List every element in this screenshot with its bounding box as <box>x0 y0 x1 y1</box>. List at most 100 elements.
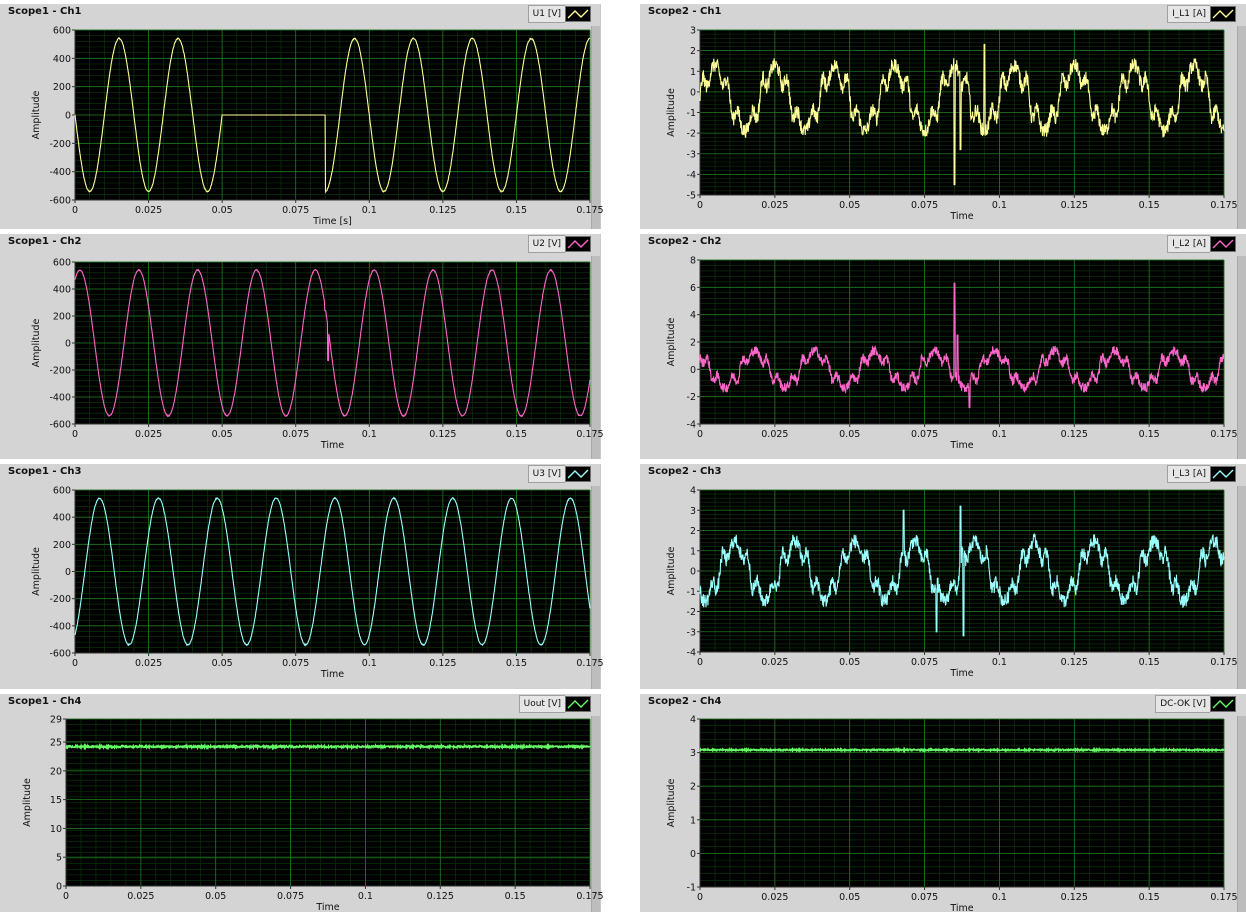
y-tick-label: 3 <box>690 26 696 37</box>
x-tick-label: 0.025 <box>135 205 162 216</box>
y-tick-label: 0 <box>690 87 696 98</box>
x-tick-label: 0.1 <box>362 205 377 216</box>
y-tick-label: 20 <box>50 766 62 777</box>
x-tick-label: 0.1 <box>362 429 377 440</box>
y-tick-label: 0 <box>690 567 696 578</box>
x-tick-label: 0.15 <box>1139 200 1160 211</box>
scope-chart: 0 0.025 0.05 0.075 0.1 0.125 0.15 0.17543210-1-… <box>640 464 1246 689</box>
y-tick-label: 2 <box>690 46 696 57</box>
x-tick-label: 0 <box>63 891 69 902</box>
y-tick-label: 0 <box>690 365 696 376</box>
x-tick-label: 0.175 <box>576 429 603 440</box>
x-tick-label: 0.125 <box>429 205 456 216</box>
x-tick-label: 0.125 <box>429 658 456 669</box>
y-tick-label: 2 <box>690 782 696 793</box>
x-axis-title: Time <box>315 902 339 912</box>
x-tick-label: 0.075 <box>282 205 309 216</box>
x-axis-title: Time [s] <box>312 216 352 227</box>
y-tick-label: 400 <box>53 54 71 65</box>
y-axis-title: Amplitude <box>22 778 33 827</box>
scope-panel-s1c4: Scope1 - Ch4 Uout [V] 0 0.025 0.05 0.075 0.1 0.… <box>0 694 601 912</box>
y-tick-label: 0 <box>56 882 62 893</box>
y-tick-label: -400 <box>49 621 71 632</box>
x-tick-label: 0.05 <box>212 429 233 440</box>
x-tick-label: 0.025 <box>135 658 162 669</box>
y-tick-label: 600 <box>53 258 71 269</box>
y-tick-label: -400 <box>49 393 71 404</box>
y-tick-label: 1 <box>690 815 696 826</box>
y-tick-label: -600 <box>49 196 71 207</box>
scope-panel-s2c4: Scope2 - Ch4 DC-OK [V] 0 0.025 0.05 0.075 0.1 0… <box>640 694 1246 912</box>
y-axis-title: Amplitude <box>31 91 42 140</box>
y-tick-label: -400 <box>49 167 71 178</box>
y-tick-label: 200 <box>53 540 71 551</box>
x-tick-label: 0.025 <box>761 892 788 903</box>
y-tick-label: 8 <box>690 256 696 267</box>
x-tick-label: 0.175 <box>1210 429 1237 440</box>
y-axis-title: Amplitude <box>666 88 677 137</box>
x-tick-label: 0.125 <box>1061 657 1088 668</box>
y-tick-label: -200 <box>49 366 71 377</box>
y-tick-label: 25 <box>50 738 62 749</box>
y-tick-label: 4 <box>690 715 696 726</box>
y-tick-label: -600 <box>49 649 71 660</box>
y-tick-label: 15 <box>50 795 62 806</box>
y-tick-label: -200 <box>49 139 71 150</box>
x-tick-label: 0.1 <box>992 200 1007 211</box>
y-tick-label: 10 <box>50 824 62 835</box>
x-tick-label: 0.05 <box>839 657 860 668</box>
x-tick-label: 0.075 <box>911 200 938 211</box>
x-tick-label: 0.075 <box>911 892 938 903</box>
x-tick-label: 0.15 <box>506 429 527 440</box>
scope-chart: 0 0.025 0.05 0.075 0.1 0.125 0.15 0.175 600 400 20… <box>0 4 600 229</box>
signal-trace <box>66 746 590 748</box>
x-tick-label: 0.175 <box>576 891 603 902</box>
y-tick-label: 200 <box>53 82 71 93</box>
signal-trace <box>700 749 1224 750</box>
x-tick-label: 0.075 <box>277 891 304 902</box>
x-tick-label: 0.175 <box>576 658 603 669</box>
y-tick-label: 200 <box>53 312 71 323</box>
y-tick-label: -3 <box>687 627 696 638</box>
x-tick-label: 0.125 <box>1061 892 1088 903</box>
x-axis-title: Time <box>949 903 973 912</box>
x-tick-label: 0.025 <box>127 891 154 902</box>
x-axis-title: Time <box>949 668 973 679</box>
y-axis-title: Amplitude <box>666 547 677 596</box>
scope-chart: 0 0.025 0.05 0.075 0.1 0.125 0.15 0.175 8 6 4 2 0 -2 -… <box>640 234 1246 459</box>
scope-chart: 0 0.025 0.05 0.075 0.1 0.125 0.15 0.17529252015… <box>0 694 600 912</box>
y-tick-label: 400 <box>53 513 71 524</box>
plot-area[interactable] <box>700 719 1224 887</box>
y-tick-label: 0 <box>65 339 71 350</box>
y-tick-label: 0 <box>65 567 71 578</box>
scope-chart: 0 0.025 0.05 0.075 0.1 0.125 0.15 0.175 600 400 20… <box>0 234 600 459</box>
x-tick-label: 0.1 <box>992 429 1007 440</box>
x-tick-label: 0.175 <box>1210 657 1237 668</box>
x-tick-label: 0.1 <box>992 892 1007 903</box>
x-tick-label: 0.025 <box>761 657 788 668</box>
x-axis-title: Time <box>320 440 344 451</box>
scope-chart: 0 0.025 0.05 0.075 0.1 0.125 0.15 0.175 3 2 1 0 -1 -2… <box>640 4 1246 229</box>
x-tick-label: 0.15 <box>505 891 526 902</box>
y-tick-label: 3 <box>690 506 696 517</box>
y-axis-title: Amplitude <box>31 319 42 368</box>
x-tick-label: 0 <box>697 200 703 211</box>
y-axis-title: Amplitude <box>666 779 677 828</box>
scope-panel-s1c2: Scope1 - Ch2 U2 [V] 0 0.025 0.05 0.075 0.1 0.12… <box>0 234 601 459</box>
y-tick-label: 600 <box>53 26 71 37</box>
y-tick-label: -5 <box>687 191 696 202</box>
y-tick-label: -4 <box>687 648 696 659</box>
x-tick-label: 0.125 <box>427 891 454 902</box>
y-tick-label: 600 <box>53 486 71 497</box>
y-tick-label: 6 <box>690 283 696 294</box>
x-tick-label: 0 <box>697 429 703 440</box>
y-tick-label: -2 <box>687 607 696 618</box>
scope-panel-s1c3: Scope1 - Ch3 U3 [V] 0 0.025 0.05 0.075 0.1 0.12… <box>0 464 601 689</box>
x-tick-label: 0.05 <box>839 892 860 903</box>
x-tick-label: 0.125 <box>429 429 456 440</box>
y-tick-label: -600 <box>49 420 71 431</box>
y-axis-title: Amplitude <box>666 318 677 367</box>
x-axis-title: Time <box>320 669 344 680</box>
y-tick-label: 4 <box>690 486 696 497</box>
x-tick-label: 0.175 <box>1210 892 1237 903</box>
